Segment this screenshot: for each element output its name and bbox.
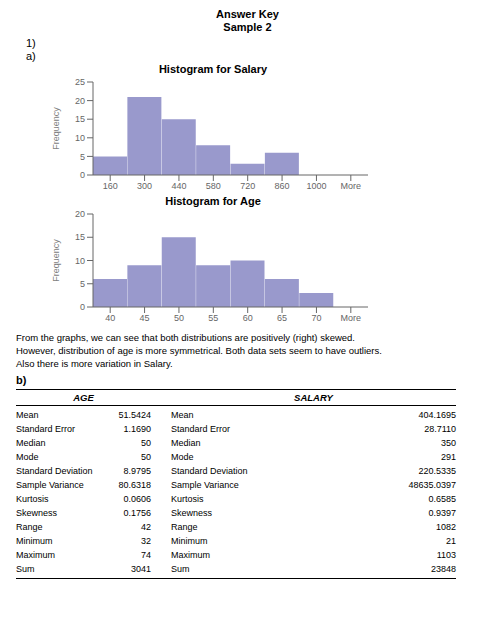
html-text:Maximum: Maximum [171, 550, 210, 560]
html-text:Sum: Sum [171, 564, 190, 574]
html-text:Sample Variance: Sample Variance [16, 480, 84, 490]
svg-text:720: 720 [240, 181, 255, 191]
html-text:Skewness: Skewness [171, 508, 212, 518]
html-text:Standard Deviation: Standard Deviation [16, 466, 93, 476]
html-text:Also there is more variation i: Also there is more variation in Salary. [16, 358, 173, 369]
svg-text:10: 10 [75, 256, 85, 266]
html-text:Standard Deviation: Standard Deviation [171, 466, 248, 476]
html-text:Histogram for Age: Histogram for Age [165, 195, 261, 207]
html-text:350: 350 [441, 438, 456, 448]
svg-text:580: 580 [206, 181, 221, 191]
svg-text:Frequency: Frequency [51, 107, 61, 150]
html-text:291: 291 [441, 452, 456, 462]
html-text:Kurtosis: Kurtosis [171, 494, 204, 504]
html-text:From the graphs, we can see th: From the graphs, we can see that both di… [16, 332, 355, 343]
svg-text:More: More [341, 313, 362, 323]
svg-text:More: More [341, 181, 362, 191]
html-text:Standard Error: Standard Error [16, 424, 75, 434]
html-text:404.1695: 404.1695 [418, 410, 456, 420]
html-text:1.1690: 1.1690 [123, 424, 151, 434]
svg-text:860: 860 [275, 181, 290, 191]
html-text:50: 50 [141, 452, 151, 462]
svg-text:Frequency: Frequency [51, 239, 61, 282]
html-text:1103: 1103 [436, 550, 456, 560]
html-text:Skewness: Skewness [16, 508, 57, 518]
html-text:48635.0397: 48635.0397 [408, 480, 456, 490]
html-text:Standard Error: Standard Error [171, 424, 230, 434]
html-text:28.7110: 28.7110 [424, 424, 456, 434]
html-text:Mean: Mean [16, 410, 39, 420]
svg-text:25: 25 [75, 77, 85, 87]
html-text:Median: Median [16, 438, 46, 448]
svg-text:160: 160 [103, 181, 118, 191]
html-text:a): a) [26, 50, 36, 62]
html-text:SALARY: SALARY [294, 392, 333, 403]
html-text:Maximum: Maximum [16, 550, 55, 560]
svg-text:45: 45 [140, 313, 150, 323]
html-text:0.1756: 0.1756 [123, 508, 151, 518]
html-text:0.0606: 0.0606 [123, 494, 151, 504]
html-text:b): b) [16, 374, 27, 386]
svg-text:20: 20 [75, 96, 85, 106]
html-text:0.6585: 0.6585 [428, 494, 456, 504]
svg-text:0: 0 [80, 170, 85, 180]
html-text:However, distribution of age i: However, distribution of age is more sym… [16, 345, 382, 356]
svg-text:5: 5 [80, 279, 85, 289]
html-text:Minimum: Minimum [16, 536, 53, 546]
svg-text:55: 55 [208, 313, 218, 323]
html-text:Range: Range [171, 522, 198, 532]
html-text:32: 32 [141, 536, 151, 546]
svg-text:5: 5 [80, 152, 85, 162]
html-text:0.9397: 0.9397 [428, 508, 456, 518]
svg-text:50: 50 [174, 313, 184, 323]
svg-text:440: 440 [171, 181, 186, 191]
html-text:Answer Key: Answer Key [216, 8, 279, 20]
html-text:8.9795: 8.9795 [123, 466, 151, 476]
html-text:Range: Range [16, 522, 43, 532]
html-text:51.5424: 51.5424 [118, 410, 151, 420]
html-text:Mode: Mode [16, 452, 39, 462]
svg-text:60: 60 [243, 313, 253, 323]
html-text:Median: Median [171, 438, 201, 448]
html-text:Mode: Mode [171, 452, 194, 462]
html-text:Histogram for Salary: Histogram for Salary [158, 63, 268, 75]
svg-text:15: 15 [75, 114, 85, 124]
svg-text:10: 10 [75, 133, 85, 143]
html-text:Sum: Sum [16, 564, 35, 574]
svg-text:65: 65 [277, 313, 287, 323]
html-text:80.6318: 80.6318 [118, 480, 151, 490]
svg-text:15: 15 [75, 232, 85, 242]
html-text:Minimum: Minimum [171, 536, 208, 546]
html-text:Sample Variance: Sample Variance [171, 480, 239, 490]
html-text:1082: 1082 [436, 522, 456, 532]
svg-text:300: 300 [137, 181, 152, 191]
html-text:42: 42 [141, 522, 151, 532]
html-text:3041: 3041 [131, 564, 151, 574]
svg-text:0: 0 [80, 302, 85, 312]
svg-text:70: 70 [311, 313, 321, 323]
html-text:74: 74 [141, 550, 151, 560]
html-text:Kurtosis: Kurtosis [16, 494, 49, 504]
svg-text:1000: 1000 [306, 181, 326, 191]
svg-text:40: 40 [105, 313, 115, 323]
html-text:Sample 2: Sample 2 [223, 21, 272, 33]
html-text:23848: 23848 [431, 564, 456, 574]
svg-text:20: 20 [75, 209, 85, 219]
html-text:220.5335: 220.5335 [418, 466, 456, 476]
html-text:1): 1) [26, 37, 36, 49]
html-text:21: 21 [446, 536, 456, 546]
html-text:AGE: AGE [73, 392, 94, 403]
html-text:Mean: Mean [171, 410, 194, 420]
html-text:50: 50 [141, 438, 151, 448]
